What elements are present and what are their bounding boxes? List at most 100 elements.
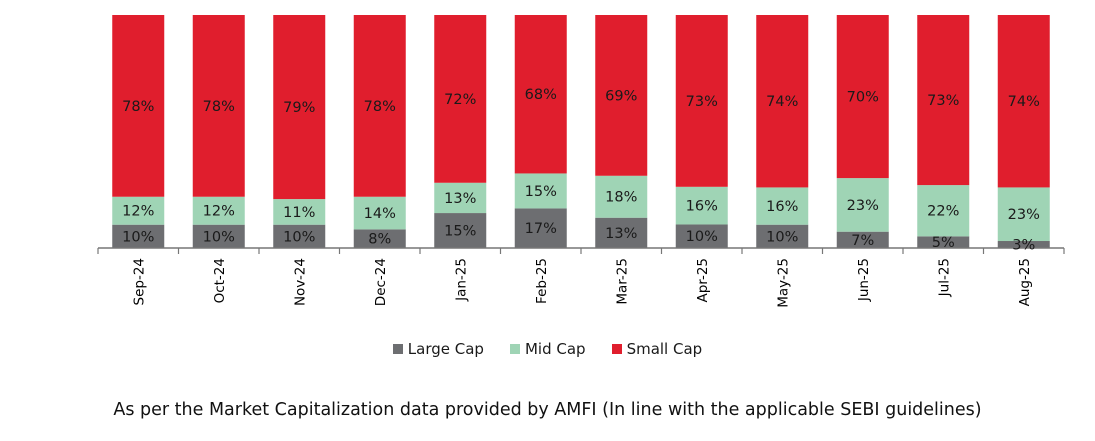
bar-large-cap-jun-25 <box>836 231 889 248</box>
data-label-large-cap-apr-25: 10% <box>686 229 718 245</box>
bar-mid-cap-nov-24 <box>273 199 326 225</box>
data-label-small-cap-dec-24: 78% <box>364 99 396 115</box>
bar-large-cap-jan-25 <box>434 213 487 248</box>
bar-mid-cap-jun-25 <box>836 178 889 232</box>
footnote: As per the Market Capitalization data pr… <box>113 400 982 420</box>
data-label-mid-cap-jun-25: 23% <box>847 198 879 214</box>
x-axis-tick-labels: Sep-24 Oct-24 Nov-24 Dec-24 Jan-25 Feb-25 Mar-… <box>131 258 1033 308</box>
bar-large-cap-oct-24 <box>192 224 245 248</box>
bar-mid-cap-mar-25 <box>595 175 648 218</box>
bar-small-cap-apr-25 <box>675 15 728 187</box>
data-label-small-cap-jan-25: 72% <box>444 92 476 108</box>
bar-small-cap-oct-24 <box>192 15 245 197</box>
data-label-small-cap-jul-25: 73% <box>927 93 959 109</box>
bar-mid-cap-may-25 <box>756 187 809 225</box>
data-label-mid-cap-aug-25: 23% <box>1008 207 1040 223</box>
bar-mid-cap-apr-25 <box>675 186 728 225</box>
x-tick-label-nov-24: Nov-24 <box>292 258 308 306</box>
x-tick-label-mar-25: Mar-25 <box>614 258 630 305</box>
data-label-large-cap-sep-24: 10% <box>122 229 154 245</box>
x-tick-label-feb-25: Feb-25 <box>534 258 550 304</box>
data-label-small-cap-jun-25: 70% <box>847 90 879 106</box>
bar-large-cap-dec-24 <box>353 229 406 248</box>
data-label-mid-cap-oct-24: 12% <box>203 204 235 220</box>
legend-swatch-large-cap <box>392 344 403 354</box>
data-label-mid-cap-sep-24: 12% <box>122 204 154 220</box>
data-label-mid-cap-mar-25: 18% <box>605 190 637 206</box>
x-axis-ticks <box>97 248 1065 254</box>
legend-item-small-cap: Small Cap <box>611 340 703 358</box>
data-label-mid-cap-feb-25: 15% <box>525 184 557 200</box>
data-label-mid-cap-nov-24: 11% <box>283 205 315 221</box>
legend-swatch-mid-cap <box>509 344 520 354</box>
bar-small-cap-jun-25 <box>836 15 889 179</box>
stacked-bar-chart: 10% 12% 78% 10% 12% 78% 10% 11% 79% 8% 14% 78% 15% 13… <box>97 15 1065 308</box>
legend: Large Cap Mid Cap Small Cap <box>0 340 1095 358</box>
data-label-large-cap-may-25: 10% <box>766 229 798 245</box>
legend-label-small-cap: Small Cap <box>626 340 703 358</box>
bar-small-cap-mar-25 <box>595 15 648 176</box>
bar-small-cap-jul-25 <box>917 15 970 186</box>
data-label-small-cap-feb-25: 68% <box>525 87 557 103</box>
legend-label-large-cap: Large Cap <box>407 340 484 358</box>
data-label-small-cap-apr-25: 73% <box>686 94 718 110</box>
bar-large-cap-may-25 <box>756 224 809 248</box>
data-label-large-cap-feb-25: 17% <box>525 221 557 237</box>
bar-large-cap-sep-24 <box>112 224 165 248</box>
x-tick-label-apr-25: Apr-25 <box>695 258 711 303</box>
bar-mid-cap-feb-25 <box>514 173 567 209</box>
data-label-large-cap-aug-25: 3% <box>1012 238 1035 254</box>
bar-small-cap-dec-24 <box>353 15 406 197</box>
data-label-small-cap-nov-24: 79% <box>283 100 315 116</box>
data-label-large-cap-nov-24: 10% <box>283 229 315 245</box>
data-label-large-cap-jul-25: 5% <box>932 235 955 251</box>
bar-mid-cap-sep-24 <box>112 196 165 225</box>
data-label-small-cap-aug-25: 74% <box>1008 94 1040 110</box>
x-tick-label-dec-24: Dec-24 <box>373 258 389 306</box>
bar-small-cap-nov-24 <box>273 15 326 200</box>
legend-label-mid-cap: Mid Cap <box>524 340 586 358</box>
bar-mid-cap-jul-25 <box>917 185 970 237</box>
bar-large-cap-apr-25 <box>675 224 728 248</box>
bar-large-cap-feb-25 <box>514 208 567 248</box>
data-label-large-cap-oct-24: 10% <box>203 229 235 245</box>
data-label-large-cap-jun-25: 7% <box>851 233 874 249</box>
bar-mid-cap-oct-24 <box>192 196 245 225</box>
x-tick-label-oct-24: Oct-24 <box>212 258 228 303</box>
x-tick-label-sep-24: Sep-24 <box>131 258 147 306</box>
data-label-mid-cap-may-25: 16% <box>766 199 798 215</box>
data-label-mid-cap-apr-25: 16% <box>686 199 718 215</box>
segment-labels: 10% 12% 78% 10% 12% 78% 10% 11% 79% 8% 14% 78% 15% 13… <box>122 87 1040 253</box>
bars-group <box>112 15 1050 248</box>
bar-small-cap-jan-25 <box>434 15 487 183</box>
legend-swatch-small-cap <box>611 344 622 354</box>
data-label-large-cap-dec-24: 8% <box>368 232 391 248</box>
bar-large-cap-nov-24 <box>273 224 326 248</box>
bar-large-cap-mar-25 <box>595 217 648 248</box>
data-label-small-cap-oct-24: 78% <box>203 99 235 115</box>
data-label-mid-cap-jul-25: 22% <box>927 204 959 220</box>
data-label-mid-cap-jan-25: 13% <box>444 191 476 207</box>
bar-small-cap-sep-24 <box>112 15 165 197</box>
legend-item-large-cap: Large Cap <box>392 340 484 358</box>
bar-large-cap-jul-25 <box>917 236 970 248</box>
x-tick-label-jun-25: Jun-25 <box>856 258 872 302</box>
bar-mid-cap-dec-24 <box>353 196 406 230</box>
data-label-large-cap-jan-25: 15% <box>444 224 476 240</box>
data-label-mid-cap-dec-24: 14% <box>364 206 396 222</box>
bar-large-cap-aug-25 <box>997 241 1050 248</box>
bar-mid-cap-aug-25 <box>997 187 1050 242</box>
bar-small-cap-aug-25 <box>997 15 1050 188</box>
data-label-small-cap-sep-24: 78% <box>122 99 154 115</box>
bar-small-cap-may-25 <box>756 15 809 188</box>
bar-small-cap-feb-25 <box>514 15 567 174</box>
x-tick-label-may-25: May-25 <box>775 258 791 308</box>
x-tick-label-jul-25: Jul-25 <box>936 258 952 297</box>
data-label-small-cap-may-25: 74% <box>766 94 798 110</box>
x-tick-label-aug-25: Aug-25 <box>1017 258 1033 306</box>
data-label-small-cap-mar-25: 69% <box>605 88 637 104</box>
x-tick-label-jan-25: Jan-25 <box>453 258 469 302</box>
legend-item-mid-cap: Mid Cap <box>509 340 586 358</box>
bar-mid-cap-jan-25 <box>434 182 487 214</box>
data-label-large-cap-mar-25: 13% <box>605 226 637 242</box>
